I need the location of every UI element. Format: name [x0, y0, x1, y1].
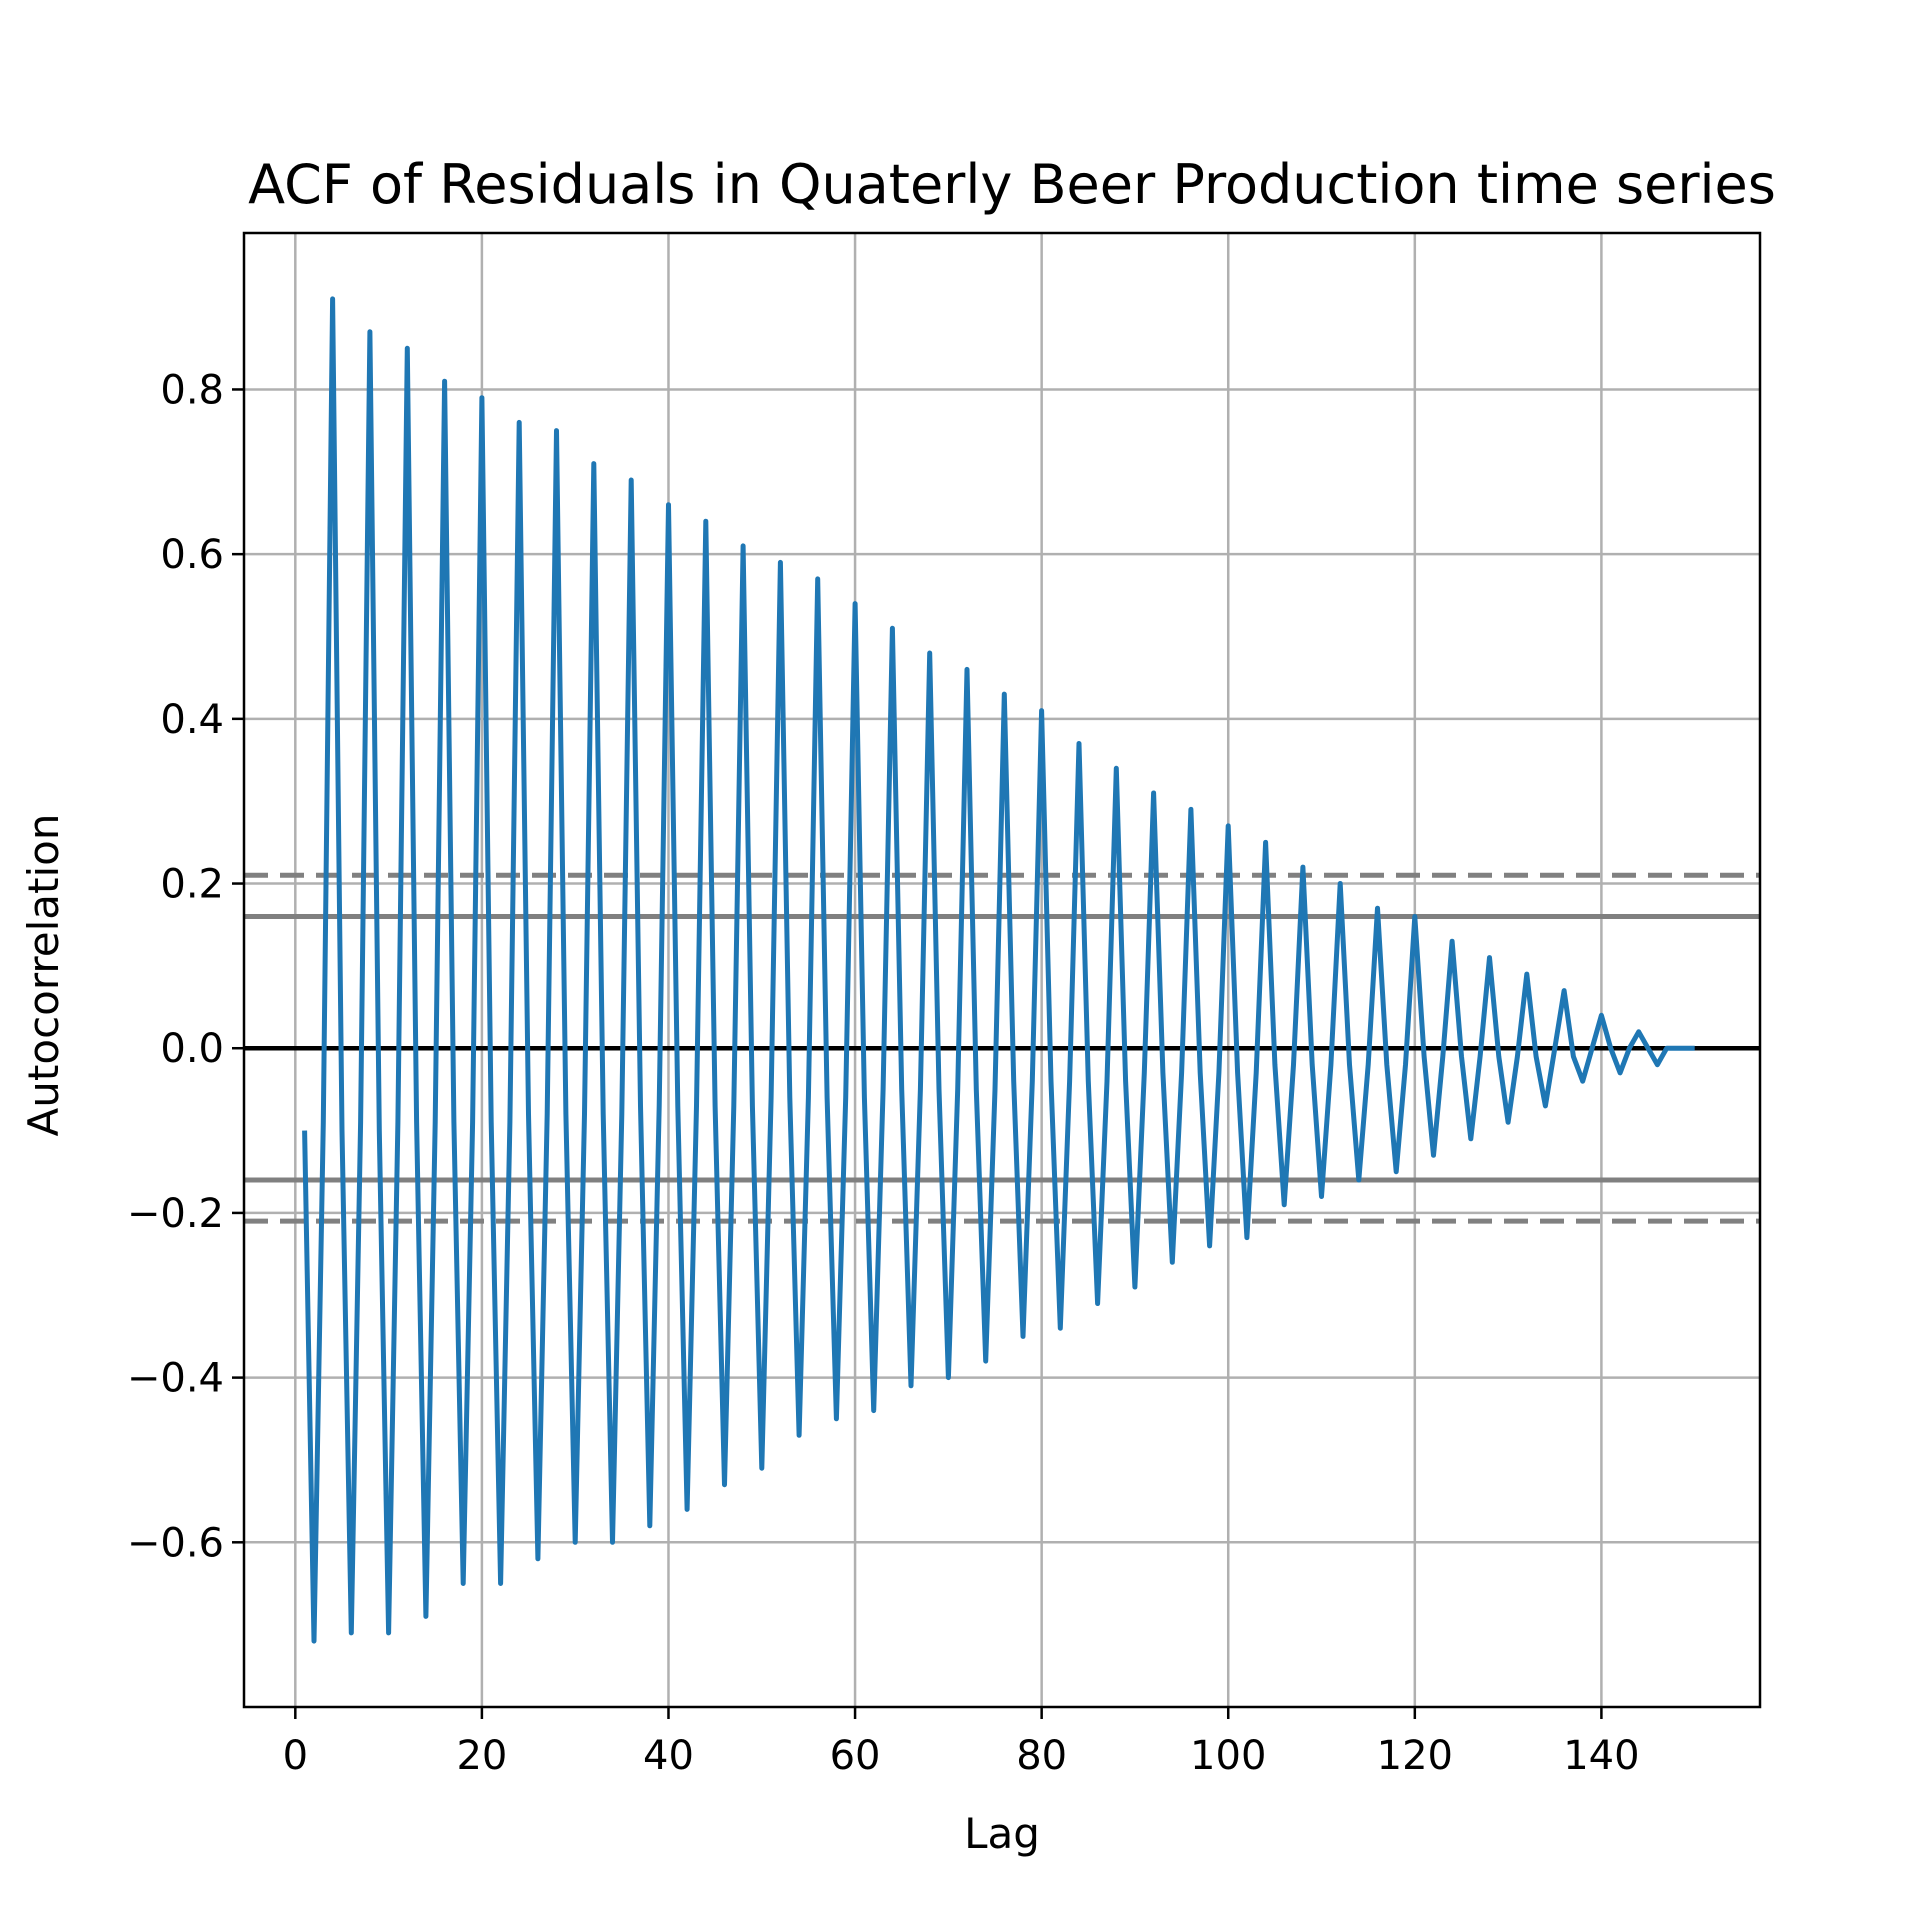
plot-frame	[242, 231, 1762, 1709]
y-tick-label: −0.4	[127, 1356, 224, 1402]
x-tick-label: 20	[456, 1733, 507, 1779]
acf-line	[302, 296, 1695, 1644]
x-tick-label: 0	[283, 1733, 308, 1779]
y-axis-ticks: −0.6 −0.4 −0.2 0.0 0.2 0.4 0.6 0.8	[127, 367, 244, 1566]
y-tick-label: −0.2	[127, 1191, 224, 1237]
y-tick-label: 0.0	[160, 1026, 224, 1072]
y-tick-label: 0.2	[160, 862, 224, 908]
x-tick-label: 140	[1563, 1733, 1639, 1779]
y-tick-label: 0.8	[160, 367, 224, 413]
x-axis-ticks: 0 20 40 60 80 100 120 140	[283, 1707, 1640, 1779]
y-tick-label: 0.6	[160, 532, 224, 578]
chart-title: ACF of Residuals in Quaterly Beer Produc…	[248, 153, 1776, 216]
acf-series	[302, 296, 1695, 1644]
confidence-band-lines	[244, 872, 1760, 1224]
y-tick-label: 0.4	[160, 697, 224, 743]
y-axis-label: Autocorrelation	[19, 814, 68, 1137]
x-tick-label: 100	[1190, 1733, 1266, 1779]
x-tick-label: 80	[1016, 1733, 1067, 1779]
y-gridlines	[244, 388, 1760, 1544]
x-tick-label: 120	[1377, 1733, 1453, 1779]
x-tick-label: 40	[643, 1733, 694, 1779]
y-tick-label: −0.6	[127, 1520, 224, 1566]
x-axis-label: Lag	[964, 1809, 1040, 1858]
x-tick-label: 60	[830, 1733, 881, 1779]
